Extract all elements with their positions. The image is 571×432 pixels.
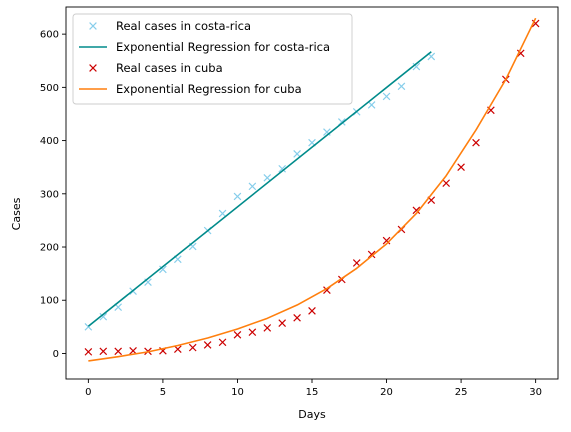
legend-label: Real cases in cuba	[116, 61, 223, 75]
data-point	[367, 250, 376, 259]
x-tick-label: 20	[380, 387, 393, 398]
series-3	[88, 17, 537, 362]
y-tick-label: 200	[40, 243, 59, 254]
series-2	[84, 19, 540, 356]
data-point	[173, 345, 182, 354]
data-point	[233, 192, 242, 201]
data-point	[308, 307, 316, 315]
data-point	[442, 179, 451, 187]
data-point	[188, 343, 197, 352]
data-point	[472, 138, 480, 147]
data-point	[248, 182, 257, 191]
x-tick-label: 25	[455, 387, 468, 398]
y-axis-title: Cases	[10, 197, 23, 230]
data-point	[352, 259, 361, 267]
y-tick-label: 400	[40, 136, 59, 147]
legend-marker-swatch	[89, 64, 97, 72]
data-point	[412, 206, 421, 215]
x-tick-label: 15	[306, 387, 319, 398]
data-point	[84, 348, 93, 356]
x-axis-title: Days	[298, 408, 326, 421]
data-point	[218, 338, 227, 347]
data-point	[516, 49, 525, 58]
data-point	[114, 347, 123, 356]
legend-label: Real cases in costa-rica	[116, 19, 251, 33]
y-tick-label: 0	[53, 349, 59, 360]
data-point	[278, 319, 287, 327]
series-line	[88, 17, 537, 362]
data-point	[129, 346, 137, 355]
data-point	[263, 324, 272, 332]
data-point	[278, 164, 287, 173]
legend-marker-swatch	[89, 22, 97, 30]
x-tick-label: 10	[231, 387, 244, 398]
data-point	[99, 312, 108, 321]
legend-item-2: Real cases in cuba	[89, 61, 223, 75]
data-point	[99, 347, 108, 356]
data-point	[457, 163, 465, 172]
data-point	[233, 331, 242, 339]
data-point	[203, 341, 212, 349]
data-point	[159, 265, 167, 274]
x-tick-label: 0	[85, 387, 91, 398]
data-point	[382, 92, 391, 101]
y-tick-label: 500	[40, 83, 59, 94]
y-tick-label: 600	[40, 30, 59, 41]
legend-box	[72, 13, 353, 105]
legend-label: Exponential Regression for cuba	[116, 82, 302, 96]
data-point	[218, 209, 227, 218]
y-tick-label: 300	[40, 189, 59, 200]
data-point	[263, 174, 272, 182]
series-line	[87, 51, 432, 327]
legend-item-3: Exponential Regression for cuba	[79, 82, 302, 96]
data-point	[293, 313, 301, 322]
data-point	[248, 328, 257, 336]
y-tick-label: 100	[40, 296, 59, 307]
x-tick-label: 5	[160, 387, 166, 398]
data-point	[367, 101, 376, 109]
series-layer	[84, 17, 540, 362]
legend-item-0: Real cases in costa-rica	[89, 19, 251, 33]
data-point	[382, 236, 391, 245]
legend-label: Exponential Regression for costa-rica	[116, 40, 330, 54]
data-point	[397, 82, 406, 91]
data-point	[412, 62, 421, 71]
legend-item-1: Exponential Regression for costa-rica	[79, 40, 330, 54]
data-point	[293, 150, 301, 158]
series-1	[87, 51, 432, 327]
x-tick-label: 30	[529, 387, 542, 398]
legend: Real cases in costa-rica Exponential Regr…	[72, 13, 353, 105]
